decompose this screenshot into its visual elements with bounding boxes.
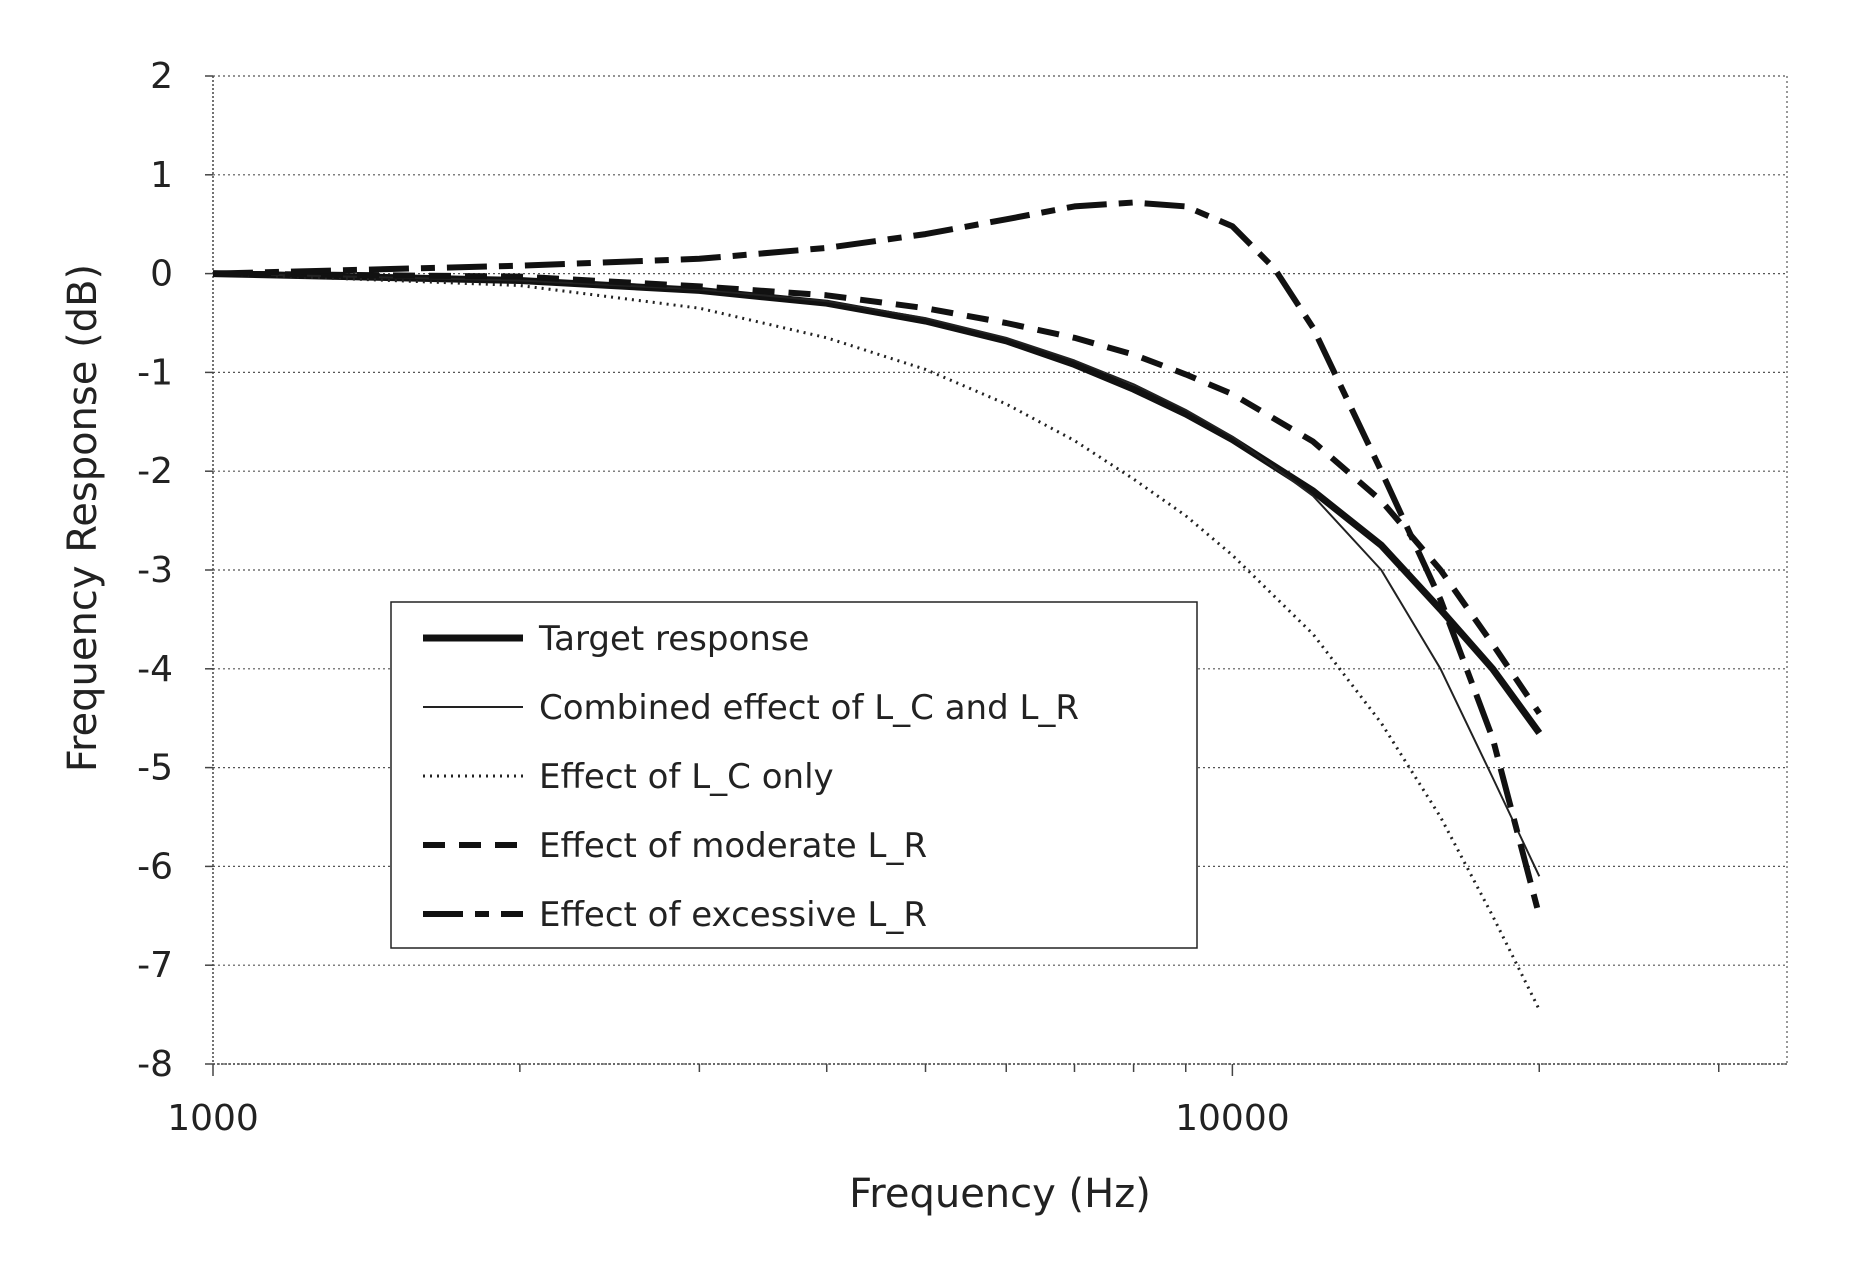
y-tick-label: -3: [137, 550, 173, 591]
y-tick-label: -1: [137, 352, 173, 393]
y-axis-title: Frequency Response (dB): [60, 264, 106, 772]
legend-label: Target response: [538, 619, 809, 659]
y-tick-label: 2: [150, 56, 173, 97]
y-tick-label: -2: [137, 451, 173, 492]
x-tick-label: 1000: [167, 1098, 259, 1139]
legend-label: Effect of L_C only: [539, 757, 834, 797]
y-tick-label: 0: [150, 254, 173, 295]
legend: Target response Combined effect of L_C an…: [391, 602, 1197, 948]
frequency-response-chart: 2 1 0 -1 -2 -3 -4 -5 -6 -7 -8 1000 10000 Target resp…: [0, 0, 1861, 1261]
y-tick-label: -8: [137, 1044, 173, 1085]
legend-label: Combined effect of L_C and L_R: [539, 688, 1079, 728]
y-tick-label: -6: [137, 846, 173, 887]
legend-label: Effect of excessive L_R: [539, 895, 927, 935]
y-tick-label: -5: [137, 748, 173, 789]
x-tick-label: 10000: [1175, 1098, 1290, 1139]
legend-label: Effect of moderate L_R: [539, 826, 927, 866]
chart-canvas: 2 1 0 -1 -2 -3 -4 -5 -6 -7 -8 1000 10000 Target resp…: [0, 0, 1861, 1261]
y-tick-label: 1: [150, 155, 173, 196]
y-tick-label: -4: [137, 649, 173, 690]
x-axis-title: Frequency (Hz): [849, 1171, 1151, 1217]
y-tick-label: -7: [137, 945, 173, 986]
